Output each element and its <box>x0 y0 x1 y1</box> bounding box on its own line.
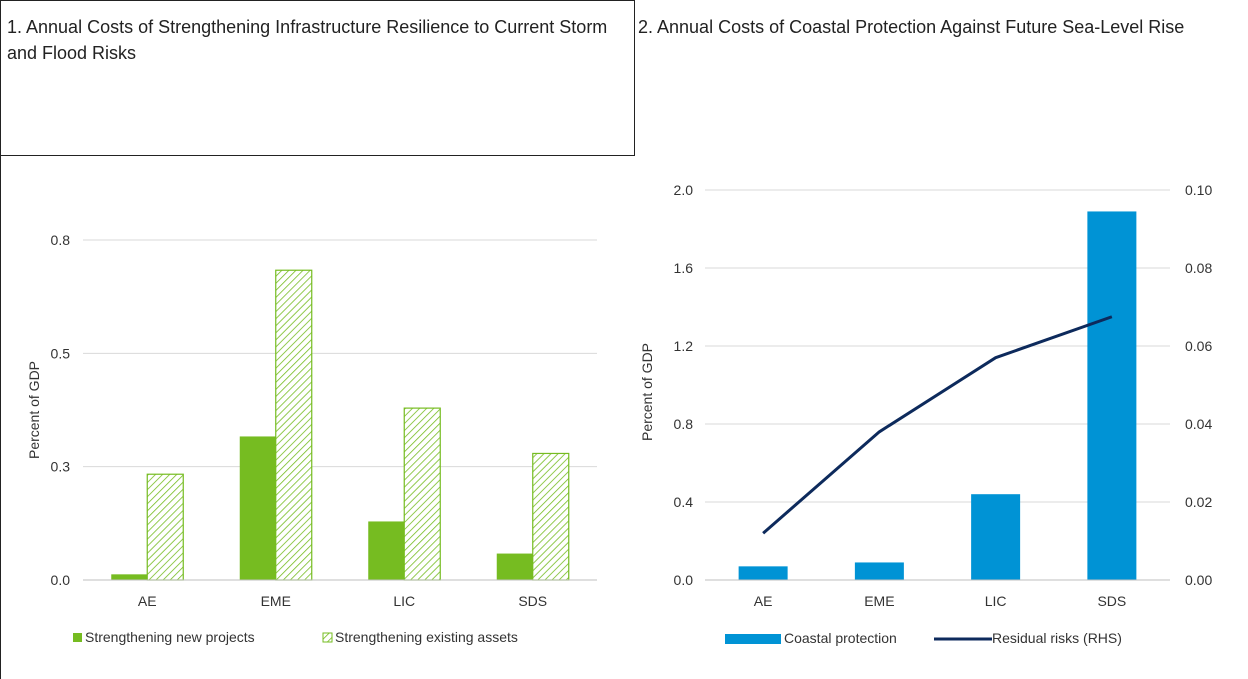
chart-1-bar-new-projects <box>368 521 405 580</box>
chart-1-y-tick-label: 0.0 <box>51 572 71 588</box>
chart-2-y-tick-label: 0.8 <box>674 416 694 432</box>
chart-1-bar-new-projects <box>111 574 148 580</box>
chart-1-x-tick-label: SDS <box>518 593 547 609</box>
chart-1-legend: Strengthening new projects Strengthening … <box>73 629 518 645</box>
chart-2-bar-coastal-protection <box>854 562 904 580</box>
chart-2-y2-tick-label: 0.08 <box>1185 260 1212 276</box>
chart-1-x-tick-label: LIC <box>393 593 415 609</box>
chart-1-title: 1. Annual Costs of Strengthening Infrast… <box>7 17 608 63</box>
chart-1-plot: 0.0 0.3 0.5 0.8 AE EME LIC SDS Percent of GDP S… <box>26 232 597 645</box>
chart-2-bar-coastal-protection <box>1087 211 1137 580</box>
chart-2-legend-swatch-bar <box>725 634 781 644</box>
chart-2-y2-tick-label: 0.02 <box>1185 494 1212 510</box>
chart-2-line-series <box>762 315 1113 535</box>
frame-divider <box>634 0 635 155</box>
chart-2-gridlines <box>705 189 1170 581</box>
chart-1-bar-existing-assets <box>403 407 441 581</box>
chart-2-y2-tick-label: 0.06 <box>1185 338 1212 354</box>
chart-1-x-tick-label: EME <box>261 593 291 609</box>
chart-2-y-tick-label: 1.6 <box>674 260 694 276</box>
chart-2-y-tick-label: 2.0 <box>674 182 694 198</box>
chart-2-x-tick-label: SDS <box>1097 593 1126 609</box>
chart-2-x-tick-label: AE <box>754 593 773 609</box>
chart-2-axes: 0.0 0.4 0.8 1.2 1.6 2.0 0.00 0.02 0.04 0.06 0.08 0.… <box>674 182 1213 609</box>
chart-1-legend-label: Strengthening existing assets <box>335 629 518 645</box>
chart-1-bar-existing-assets <box>146 473 184 581</box>
chart-1-bar-existing-assets <box>532 452 570 581</box>
chart-2-legend-label: Coastal protection <box>784 630 897 646</box>
chart-1-legend-swatch <box>322 632 333 643</box>
chart-1-bar-new-projects <box>496 553 533 580</box>
chart-2-x-tick-label: EME <box>864 593 894 609</box>
chart-2-y2-tick-label: 0.04 <box>1185 416 1212 432</box>
chart-1-legend-swatch <box>73 633 82 642</box>
chart-1-y-axis-label: Percent of GDP <box>26 361 42 459</box>
chart-2-x-tick-label: LIC <box>985 593 1007 609</box>
chart-1-legend-label: Strengthening new projects <box>85 629 255 645</box>
chart-2-legend-label: Residual risks (RHS) <box>992 630 1122 646</box>
chart-2-bar-coastal-protection <box>738 566 788 580</box>
chart-2-y-tick-label: 1.2 <box>674 338 694 354</box>
chart-2-y2-tick-label: 0.00 <box>1185 572 1212 588</box>
chart-1-y-tick-label: 0.5 <box>51 345 71 361</box>
frame-top-border <box>0 0 634 1</box>
chart-1-bar-existing-assets <box>275 269 313 581</box>
chart-2-bars <box>738 211 1137 580</box>
chart-2-y-tick-label: 0.0 <box>674 572 694 588</box>
chart-1-axes: 0.0 0.3 0.5 0.8 AE EME LIC SDS <box>51 232 597 609</box>
chart-1-x-tick-label: AE <box>138 593 157 609</box>
chart-2-y2-tick-label: 0.10 <box>1185 182 1212 198</box>
chart-2-y-axis-label: Percent of GDP <box>639 343 655 441</box>
chart-1-bar-new-projects <box>239 436 276 580</box>
chart-1-y-tick-label: 0.3 <box>51 459 71 475</box>
chart-2-title: 2. Annual Costs of Coastal Protection Ag… <box>638 17 1185 37</box>
chart-1-bars <box>111 269 570 581</box>
chart-1-y-tick-label: 0.8 <box>51 232 71 248</box>
chart-2-bar-coastal-protection <box>971 494 1021 580</box>
chart-2-legend: Coastal protection Residual risks (RHS) <box>725 630 1122 646</box>
chart-2-residual-risks-line <box>762 315 1113 535</box>
frame-title-separator <box>0 155 635 156</box>
frame-left-border <box>0 0 1 679</box>
chart-2-y-tick-label: 0.4 <box>674 494 694 510</box>
